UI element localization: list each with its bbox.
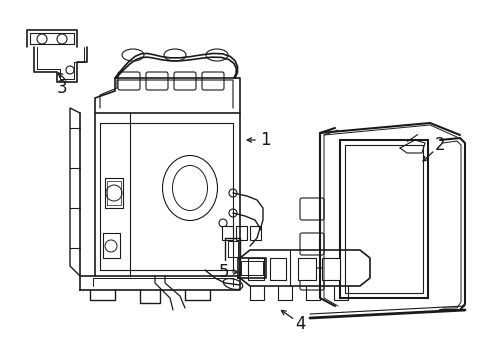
Text: 3: 3 [57,79,67,97]
Ellipse shape [122,49,143,61]
Bar [269,258,285,280]
Bar [249,226,261,240]
Ellipse shape [205,49,227,61]
Bar [247,258,264,280]
Text: 2: 2 [434,136,445,154]
Circle shape [37,34,47,44]
Text: 5: 5 [218,263,229,281]
Bar [222,226,232,240]
Bar [345,145,422,293]
Text: 4: 4 [294,315,305,333]
FancyBboxPatch shape [202,72,224,90]
FancyBboxPatch shape [118,72,140,90]
Text: 1: 1 [259,131,270,149]
FancyArrowPatch shape [407,135,417,141]
Ellipse shape [163,49,185,61]
FancyBboxPatch shape [299,198,324,220]
Ellipse shape [172,166,207,211]
Bar [339,140,427,298]
Circle shape [57,34,67,44]
Bar [236,226,246,240]
FancyBboxPatch shape [174,72,196,90]
FancyBboxPatch shape [146,72,168,90]
Bar [297,258,315,280]
FancyBboxPatch shape [299,268,324,290]
FancyBboxPatch shape [299,233,324,255]
Ellipse shape [223,279,242,289]
Ellipse shape [162,156,217,220]
Bar [321,258,339,280]
